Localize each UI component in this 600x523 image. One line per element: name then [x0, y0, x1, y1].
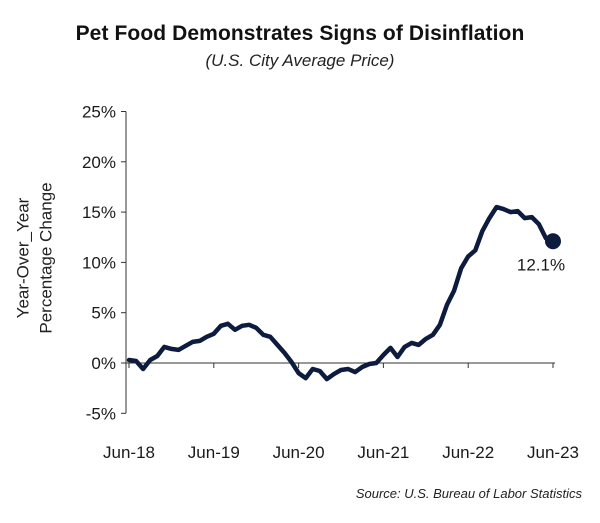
source-note: Source: U.S. Bureau of Labor Statistics — [355, 486, 582, 501]
x-tick-label: Jun-21 — [357, 443, 409, 462]
y-tick-label: 5% — [91, 304, 116, 323]
x-tick-label: Jun-18 — [103, 443, 155, 462]
y-tick-label: -5% — [86, 404, 116, 423]
end-point-marker — [545, 233, 561, 250]
series-line — [126, 204, 556, 382]
y-tick-label: 25% — [82, 103, 116, 122]
chart-subtitle: (U.S. City Average Price) — [205, 51, 395, 70]
x-tick-label: Jun-19 — [188, 443, 240, 462]
y-tick-label: 20% — [82, 153, 116, 172]
y-tick-label: 10% — [82, 253, 116, 272]
y-tick-label: 15% — [82, 203, 116, 222]
x-tick-label: Jun-22 — [442, 443, 494, 462]
x-tick-label: Jun-23 — [527, 443, 579, 462]
end-point-label: 12.1% — [517, 255, 565, 274]
chart-title: Pet Food Demonstrates Signs of Disinflat… — [75, 22, 525, 45]
y-tick-label: 0% — [91, 354, 116, 373]
x-tick-label: Jun-20 — [273, 443, 325, 462]
